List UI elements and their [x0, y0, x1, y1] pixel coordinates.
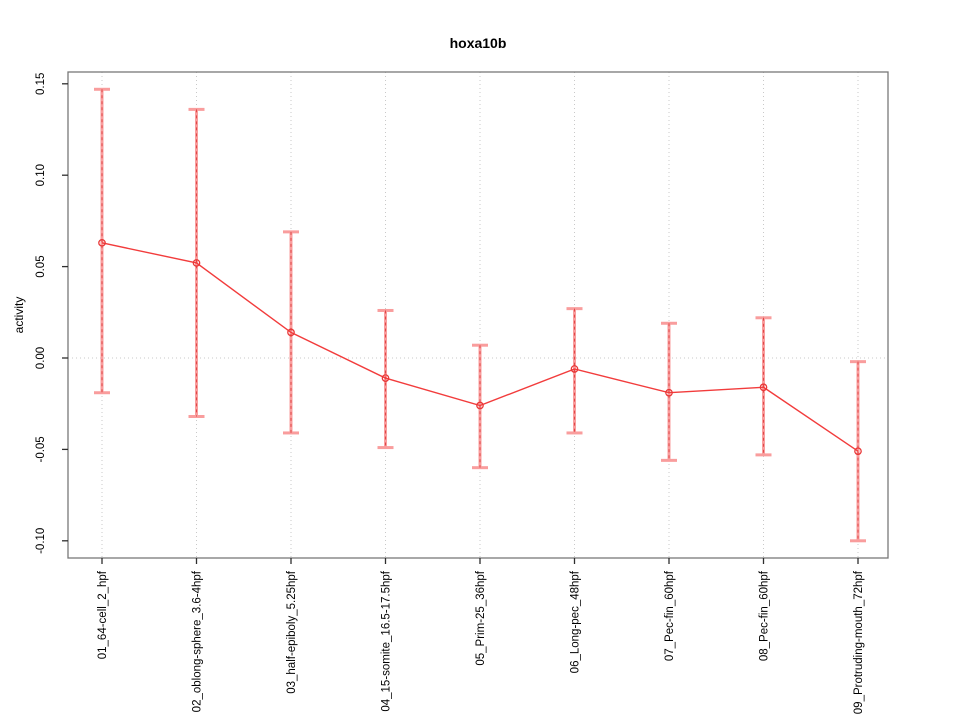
y-tick-label: -0.10	[35, 528, 47, 554]
data-point-marker	[665, 388, 673, 397]
chart-title: hoxa10b	[449, 35, 507, 51]
data-point-marker	[476, 401, 484, 410]
x-tick-label: 07_Pec-fin_60hpf	[664, 570, 676, 661]
data-point-marker	[287, 328, 295, 337]
data-point-marker	[570, 365, 579, 373]
x-tick-label: 02_oblong-sphere_3.6-4hpf	[192, 570, 204, 712]
data-point-marker	[854, 447, 862, 456]
series-line	[101, 242, 859, 452]
x-tick-label: 04_15-somite_16.5-17.5hpf	[381, 570, 393, 711]
y-tick-label: 0.05	[35, 255, 47, 277]
x-tick-label: 08_Pec-fin_60hpf	[759, 570, 771, 661]
plot-border	[67, 71, 889, 559]
x-tick-label: 03_half-epiboly_5.25hpf	[286, 570, 298, 694]
data-point-marker	[98, 238, 106, 247]
x-tick-label: 05_Prim-25_36hpf	[475, 570, 487, 665]
x-tick-label: 09_Protruding-mouth_72hpf	[853, 570, 865, 714]
x-tick-label: 06_Long-pec_48hpf	[570, 570, 582, 673]
data-point-marker	[192, 259, 201, 267]
y-tick-label: 0.10	[35, 164, 47, 186]
y-tick-label: 0.00	[35, 347, 47, 369]
x-tick-label: 01_64-cell_2_hpf	[97, 570, 109, 659]
y-tick-label: -0.05	[35, 436, 47, 462]
data-point-marker	[381, 374, 390, 382]
y-tick-label: 0.15	[35, 73, 47, 95]
data-point-marker	[759, 383, 768, 392]
